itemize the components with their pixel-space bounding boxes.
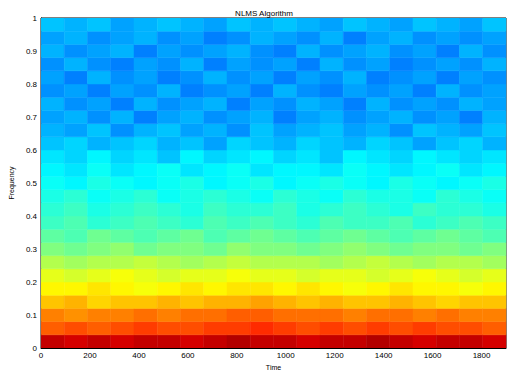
svg-text:0.7: 0.7 — [26, 113, 38, 122]
svg-text:NLMS Algorithm: NLMS Algorithm — [235, 9, 293, 18]
svg-text:0.5: 0.5 — [26, 179, 38, 188]
svg-text:Time: Time — [266, 364, 281, 371]
svg-text:0: 0 — [33, 344, 38, 353]
svg-text:1400: 1400 — [375, 351, 393, 360]
svg-text:400: 400 — [132, 351, 146, 360]
svg-text:0.4: 0.4 — [26, 212, 38, 221]
svg-text:1800: 1800 — [473, 351, 491, 360]
svg-text:0.8: 0.8 — [26, 80, 38, 89]
svg-text:200: 200 — [83, 351, 97, 360]
svg-text:600: 600 — [181, 351, 195, 360]
svg-text:0.3: 0.3 — [26, 245, 38, 254]
svg-text:Frequency: Frequency — [8, 166, 16, 200]
svg-text:0.1: 0.1 — [26, 311, 38, 320]
svg-text:0.2: 0.2 — [26, 278, 38, 287]
svg-text:1000: 1000 — [277, 351, 295, 360]
svg-text:0.9: 0.9 — [26, 47, 38, 56]
svg-text:0.6: 0.6 — [26, 146, 38, 155]
svg-text:1: 1 — [33, 14, 38, 23]
svg-text:1600: 1600 — [424, 351, 442, 360]
svg-text:800: 800 — [230, 351, 244, 360]
svg-text:0: 0 — [39, 351, 44, 360]
svg-text:1200: 1200 — [326, 351, 344, 360]
